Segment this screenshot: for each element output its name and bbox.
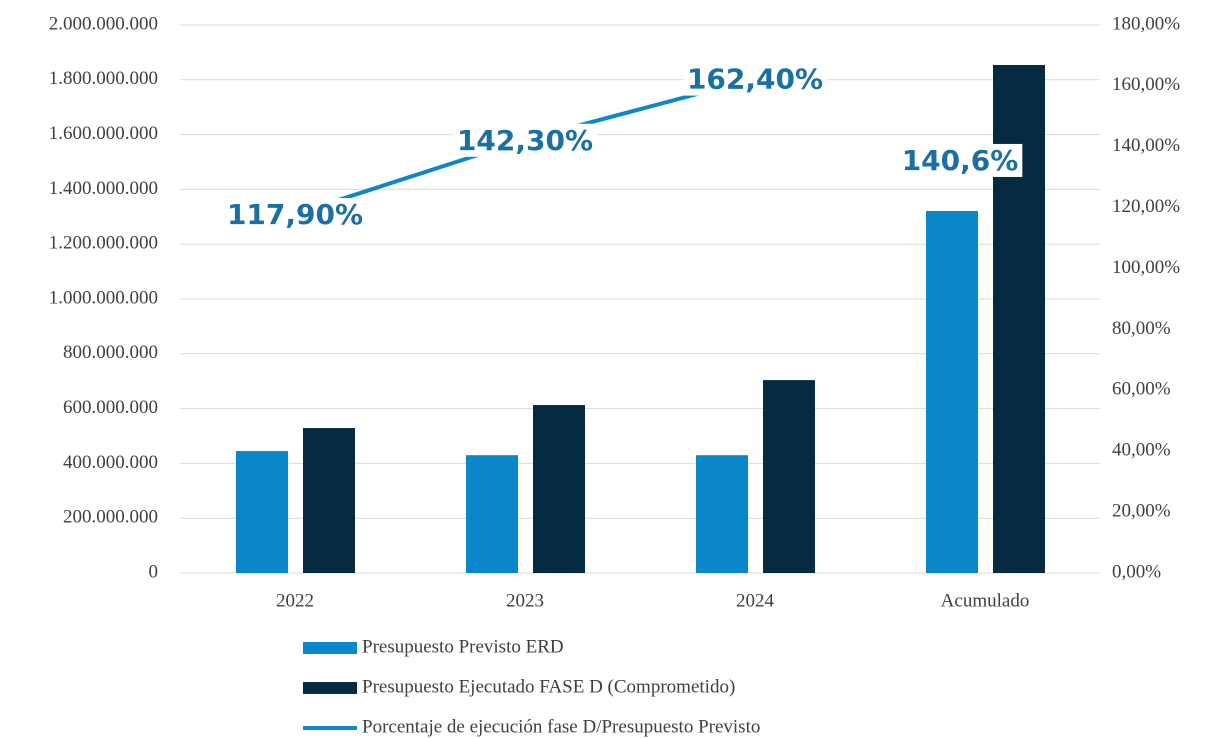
x-tick-label: Acumulado (941, 590, 1030, 611)
y2-tick-label: 100,00% (1112, 257, 1180, 278)
y-tick-label: 1.000.000.000 (49, 287, 158, 308)
annotation-bg (897, 143, 1023, 177)
annotation: 140,6% (902, 144, 1019, 177)
data-label: 117,90% (227, 198, 363, 231)
y2-tick-label: 160,00% (1112, 74, 1180, 95)
bar (993, 65, 1045, 573)
y2-tick-label: 140,00% (1112, 135, 1180, 156)
y2-tick-label: 80,00% (1112, 318, 1171, 339)
y2-tick-label: 60,00% (1112, 379, 1171, 400)
y2-tick-label: 120,00% (1112, 196, 1180, 217)
data-label-bg (222, 198, 368, 232)
bar (926, 211, 978, 573)
x-tick-label: 2022 (276, 590, 314, 611)
legend-label: Presupuesto Previsto ERD (362, 636, 564, 657)
y-tick-label: 600.000.000 (63, 397, 158, 418)
data-label-bg (682, 62, 828, 96)
y-tick-label: 1.400.000.000 (49, 178, 158, 199)
x-tick-label: 2024 (736, 590, 775, 611)
y-tick-label: 200.000.000 (63, 507, 158, 528)
legend-swatch (303, 642, 357, 654)
bar (533, 405, 585, 573)
y-tick-label: 800.000.000 (63, 342, 158, 363)
legend-label: Porcentaje de ejecución fase D/Presupues… (362, 716, 760, 737)
bar (696, 455, 748, 573)
legend-swatch (303, 682, 357, 694)
y2-tick-label: 0,00% (1112, 561, 1161, 582)
bar (236, 451, 288, 573)
y-tick-label: 0 (149, 561, 159, 582)
x-tick-label: 2023 (506, 590, 544, 611)
y-tick-label: 400.000.000 (63, 452, 158, 473)
y-tick-label: 1.600.000.000 (49, 123, 158, 144)
bar (303, 428, 355, 573)
y-tick-label: 1.200.000.000 (49, 233, 158, 254)
bar (466, 455, 518, 573)
y2-tick-label: 180,00% (1112, 13, 1180, 34)
y2-tick-label: 20,00% (1112, 500, 1171, 521)
data-label: 162,40% (687, 63, 823, 96)
bar (763, 380, 815, 573)
data-label-bg (452, 123, 598, 157)
y2-tick-label: 40,00% (1112, 440, 1171, 461)
y-tick-label: 2.000.000.000 (49, 13, 158, 34)
data-label: 142,30% (457, 124, 593, 157)
legend-label: Presupuesto Ejecutado FASE D (Comprometi… (362, 676, 735, 697)
y-tick-label: 1.800.000.000 (49, 68, 158, 89)
